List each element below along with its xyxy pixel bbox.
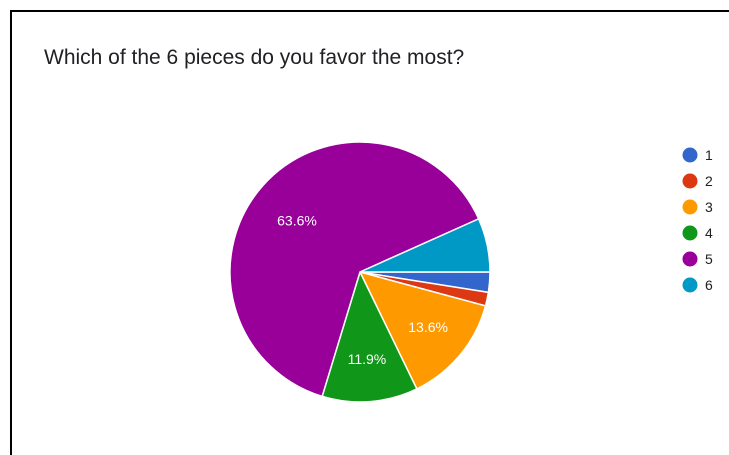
pie-slice-label-3: 13.6% bbox=[408, 319, 448, 335]
legend-marker-5 bbox=[682, 251, 698, 267]
legend-marker-1 bbox=[682, 147, 698, 163]
pie-slice-label-5: 63.6% bbox=[277, 213, 317, 229]
legend-label-6: 6 bbox=[705, 277, 713, 293]
legend-label-2: 2 bbox=[705, 173, 713, 189]
pie-slice-labels: 13.6% 11.9% 63.6% bbox=[277, 213, 448, 367]
pie-slice-6 bbox=[359, 217, 491, 273]
pie-slices bbox=[229, 141, 491, 403]
legend-marker-2 bbox=[682, 173, 698, 189]
legend-marker-6 bbox=[682, 277, 698, 293]
pie-slice-3 bbox=[358, 270, 487, 390]
pie-slice-5 bbox=[229, 141, 480, 398]
legend-label-3: 3 bbox=[705, 199, 713, 215]
legend-label-1: 1 bbox=[705, 147, 713, 163]
legend-marker-3 bbox=[682, 199, 698, 215]
legend-label-5: 5 bbox=[705, 251, 713, 267]
legend-label-4: 4 bbox=[705, 225, 713, 241]
legend-marker-4 bbox=[682, 225, 698, 241]
pie-slice-label-4: 11.9% bbox=[348, 351, 387, 367]
chart-legend: 1 2 3 4 5 6 bbox=[682, 147, 713, 293]
chart-title: Which of the 6 pieces do you favor the m… bbox=[44, 46, 465, 69]
pie-slice-4 bbox=[321, 269, 418, 403]
